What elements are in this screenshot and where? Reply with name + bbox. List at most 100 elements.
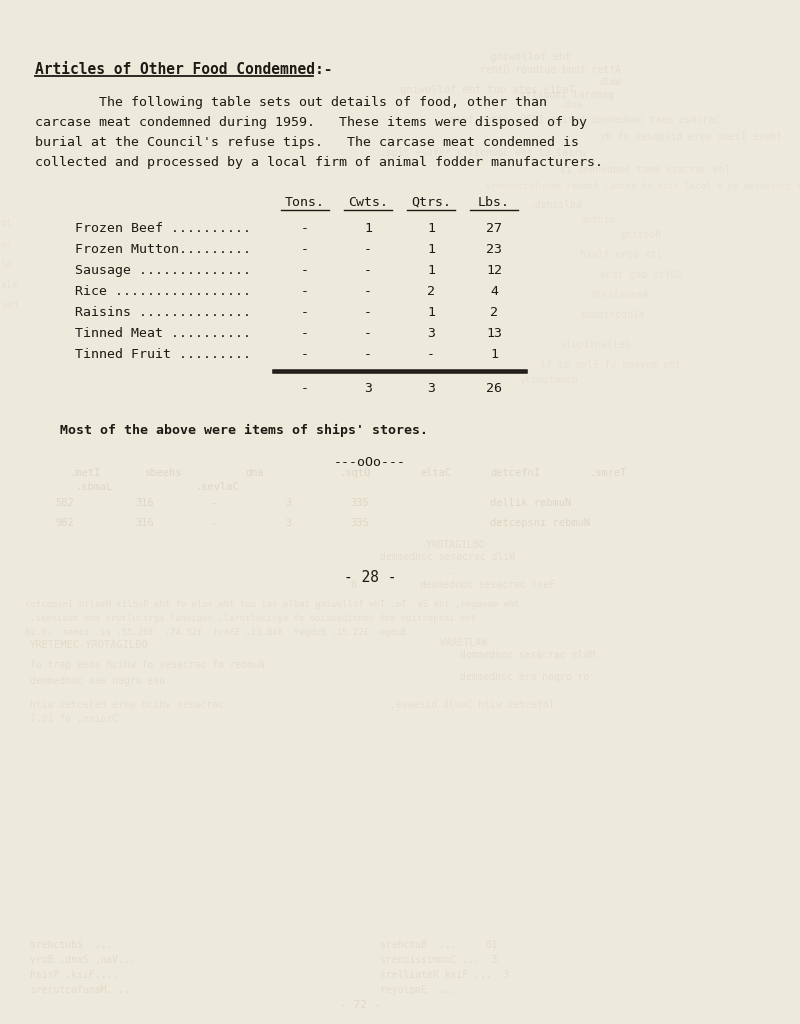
Text: reyolpmE ....: reyolpmE .... <box>380 985 456 995</box>
Text: 982: 982 <box>55 518 74 528</box>
Text: Most of the above were items of ships' stores.: Most of the above were items of ships' s… <box>60 424 428 437</box>
Text: srehctubS  ...: srehctubS ... <box>30 940 112 950</box>
Text: -: - <box>301 348 309 361</box>
Text: -: - <box>364 285 372 298</box>
Text: YRETEMEC-YROTAGILBO: YRETEMEC-YROTAGILBO <box>30 640 149 650</box>
Text: 3: 3 <box>364 382 372 395</box>
Text: -: - <box>301 264 309 278</box>
Text: Lbs.: Lbs. <box>478 196 510 209</box>
Text: 1: 1 <box>364 222 372 234</box>
Text: hsalf erid sti: hsalf erid sti <box>580 250 662 260</box>
Text: 1: 1 <box>427 243 435 256</box>
Text: doof retfA .9591 gnirud dennednoc taem esacrac: doof retfA .9591 gnirud dennednoc taem e… <box>450 115 720 125</box>
Text: 335: 335 <box>350 498 369 508</box>
Text: yruB ,dnaS ,naV...: yruB ,dnaS ,naV... <box>30 955 136 965</box>
Text: 62.0-  semit .ss ,55.26£  ,74.52£  trofE ,13.84£  tegduB ,15.22£  egduB: 62.0- semit .ss ,55.26£ ,74.52£ trofE ,1… <box>25 628 406 637</box>
Text: carcase meat condemned during 1959.   These items were disposed of by: carcase meat condemned during 1959. Thes… <box>35 116 587 129</box>
Text: saH: saH <box>0 300 18 310</box>
Text: alupitnatleb: alupitnatleb <box>560 340 630 350</box>
Text: -: - <box>450 568 456 578</box>
Text: -: - <box>210 518 216 528</box>
Text: 2: 2 <box>490 306 498 319</box>
Text: sbeehs: sbeehs <box>145 468 182 478</box>
Text: .sevlaC: .sevlaC <box>195 482 238 492</box>
Text: Rice .................: Rice ................. <box>75 285 251 298</box>
Text: 3: 3 <box>427 382 435 395</box>
Text: Articles of Other Food Condemned:-: Articles of Other Food Condemned:- <box>35 62 333 77</box>
Text: -: - <box>364 306 372 319</box>
Text: .sqtQ: .sqtQ <box>340 468 371 478</box>
Text: demmednoc sesacrac elaM: demmednoc sesacrac elaM <box>460 650 595 660</box>
Text: 23: 23 <box>486 243 502 256</box>
Text: 316: 316 <box>135 498 154 508</box>
Text: dlaW: dlaW <box>600 78 622 87</box>
Text: -: - <box>364 348 372 361</box>
Text: 335: 335 <box>350 518 369 528</box>
Text: -: - <box>427 348 435 361</box>
Text: Frozen Mutton.........: Frozen Mutton......... <box>75 243 251 256</box>
Text: .smreT: .smreT <box>590 468 627 478</box>
Text: dna: dna <box>245 468 264 478</box>
Text: .dna: .dna <box>560 100 583 110</box>
Text: kcat gab otf02: kcat gab otf02 <box>600 270 682 280</box>
Text: 3: 3 <box>427 327 435 340</box>
Text: -: - <box>301 306 309 319</box>
Text: yb fo desopsid erew smetI eseht: yb fo desopsid erew smetI eseht <box>600 132 782 142</box>
Text: eudqsrpqola: eudqsrpqola <box>580 310 645 319</box>
Text: .srehrutcafunam reddof lamina fo mrif lacol a yb dessecorp dna detcelloc: .srehrutcafunam reddof lamina fo mrif la… <box>480 182 800 191</box>
Text: collected and processed by a local firm of animal fodder manufacturers.: collected and processed by a local firm … <box>35 156 603 169</box>
Text: -: - <box>364 243 372 256</box>
Text: .sbmaL: .sbmaL <box>75 482 113 492</box>
Text: 1: 1 <box>427 306 435 319</box>
Text: htiw detceted erew hcihw sesacrac: htiw detceted erew hcihw sesacrac <box>30 700 224 710</box>
Text: rotcepsnI htlaeH cilbuP eht fo elor eht tuo tes elbat gniwollof ehT .oT .eS eht : rotcepsnI htlaeH cilbuP eht fo elor eht … <box>25 600 519 609</box>
Text: Frozen Beef ..........: Frozen Beef .......... <box>75 222 251 234</box>
Text: .metI: .metI <box>70 468 102 478</box>
Text: demmednoc saw nagro esu: demmednoc saw nagro esu <box>30 676 165 686</box>
Text: 2: 2 <box>427 285 435 298</box>
Text: detcefnI: detcefnI <box>490 468 540 478</box>
Text: demmednoc sesacrac dliW: demmednoc sesacrac dliW <box>380 552 515 562</box>
Text: 27: 27 <box>486 222 502 234</box>
Text: -: - <box>301 285 309 298</box>
Text: 26: 26 <box>486 382 502 395</box>
Text: Sausage ..............: Sausage .............. <box>75 264 251 278</box>
Text: yrtsudni lareneg: yrtsudni lareneg <box>520 90 614 100</box>
Text: .esaesid dluoC htiw detcefnI: .esaesid dluoC htiw detcefnI <box>390 700 554 710</box>
Text: ytinutameb: ytinutameb <box>520 375 578 385</box>
Text: 12: 12 <box>486 264 502 278</box>
Text: The following table sets out details of food, other than: The following table sets out details of … <box>35 96 547 109</box>
Text: ot: ot <box>0 218 12 228</box>
Text: .dehsilba: .dehsilba <box>530 200 583 210</box>
Text: 316: 316 <box>135 518 154 528</box>
Text: - 72 -: - 72 - <box>340 1000 381 1010</box>
Text: Qtrs.: Qtrs. <box>411 196 451 209</box>
Text: 13: 13 <box>486 327 502 340</box>
Text: 3: 3 <box>285 518 291 528</box>
Text: 7.01 fo ,eniorC: 7.01 fo ,eniorC <box>30 714 118 724</box>
Text: rehtO roodtuo boof retfA: rehtO roodtuo boof retfA <box>480 65 621 75</box>
Text: 9tsilaunnA: 9tsilaunnA <box>590 290 649 300</box>
Text: Tons.: Tons. <box>285 196 325 209</box>
Text: la: la <box>0 260 12 270</box>
Text: detnim: detnim <box>580 215 615 225</box>
Text: Tinned Fruit .........: Tinned Fruit ......... <box>75 348 251 361</box>
Text: Cwts.: Cwts. <box>348 196 388 209</box>
Text: er: er <box>0 240 12 250</box>
Text: fo trap emos hcihw fo sesacrac fo rebmuN: fo trap emos hcihw fo sesacrac fo rebmuN <box>30 660 265 670</box>
Text: 3: 3 <box>285 498 291 508</box>
Text: detcepsni rebmuN: detcepsni rebmuN <box>490 518 590 528</box>
Text: -: - <box>301 327 309 340</box>
Text: lf ta anlS fo enoyna eht: lf ta anlS fo enoyna eht <box>540 360 681 370</box>
Text: srenoissimmoC ...  3: srenoissimmoC ... 3 <box>380 955 498 965</box>
Text: ---oOo---: ---oOo--- <box>334 456 406 469</box>
Text: srehctuB  ...     01: srehctuB ... 01 <box>380 940 498 950</box>
Text: -: - <box>301 222 309 234</box>
Text: hsirP .ksiF....: hsirP .ksiF.... <box>30 970 118 980</box>
Text: 1: 1 <box>490 348 498 361</box>
Text: ale: ale <box>0 280 18 290</box>
Text: burial at the Council's refuse tips.   The carcase meat condemned is: burial at the Council's refuse tips. The… <box>35 136 579 150</box>
Text: -: - <box>364 264 372 278</box>
Text: 8: 8 <box>350 580 356 590</box>
Text: dellik rebmuN: dellik rebmuN <box>490 498 571 508</box>
